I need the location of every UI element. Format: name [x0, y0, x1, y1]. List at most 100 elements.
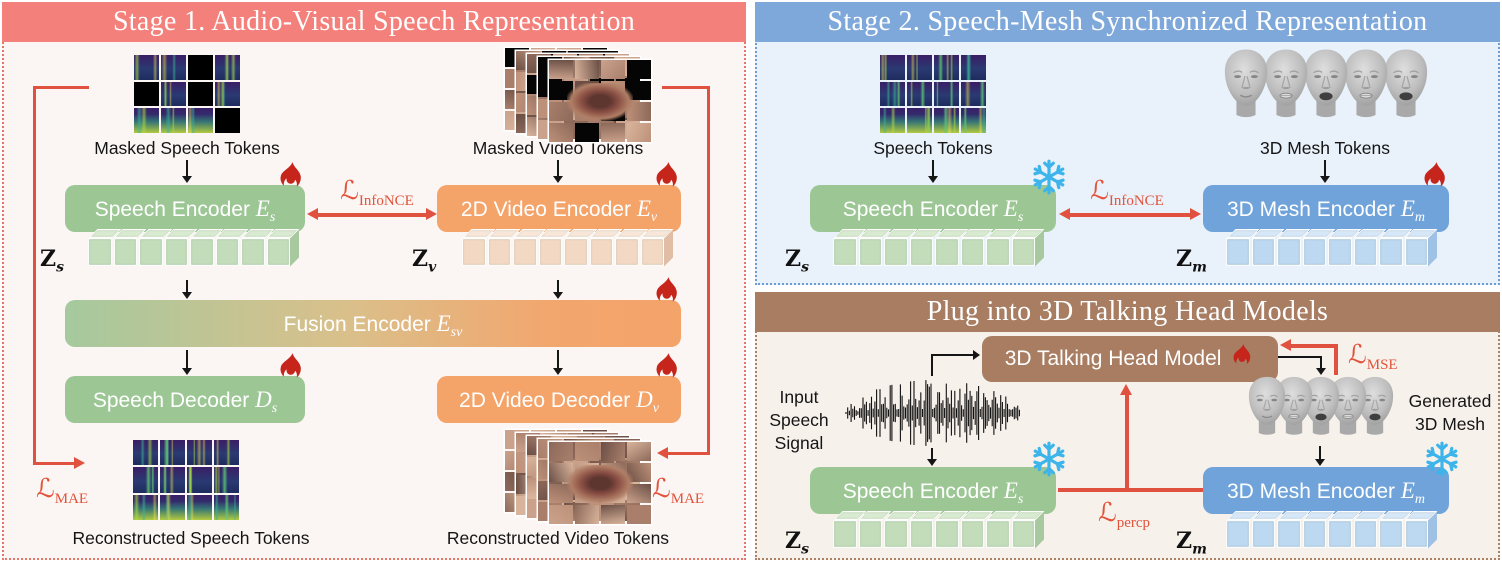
token-cube: [190, 238, 214, 266]
talking-head-model-box: 3D Talking Head Model: [982, 336, 1278, 382]
arrow-wave-to-speech-encoder: [926, 448, 939, 466]
talking-head-model-label: 3D Talking Head Model: [1004, 347, 1222, 370]
mse-elbow-h: [1288, 344, 1338, 348]
math-var: D: [255, 387, 272, 412]
z-glyph: Z: [40, 246, 57, 272]
spectrogram-cell: [934, 108, 959, 133]
token-cube: [960, 520, 984, 548]
z-s-tokens-stage2: [833, 229, 1035, 266]
input-speech-signal-label: Input Speech Signal: [757, 386, 841, 455]
mae-left-arrow-line: [33, 462, 75, 465]
script-l: ℒ: [340, 176, 359, 206]
video-patch: [627, 102, 651, 121]
reconstructed-speech-tokens-image: [133, 440, 239, 520]
loss-percp-label: ℒpercp: [1098, 498, 1150, 532]
token-cube: [1011, 520, 1035, 548]
mesh-head: [1248, 376, 1286, 435]
z-s-tokens-stage1: [88, 229, 290, 266]
script-l: ℒ: [1098, 498, 1117, 528]
spectrogram-cell: [214, 467, 239, 493]
z-sub: s: [801, 259, 809, 276]
token-cube: [487, 238, 511, 266]
waveform-svg: [845, 380, 1020, 446]
z-sub: s: [56, 259, 64, 276]
arrow-zs-to-fusion: [181, 280, 194, 299]
input-label-line: Input: [779, 387, 819, 407]
mae-right-bracket-top: [662, 86, 710, 89]
percp-line-h: [1058, 488, 1203, 492]
token-cube: [960, 238, 984, 266]
video-patch: [627, 463, 651, 482]
token-cube: [1251, 520, 1275, 548]
spectrogram-cell: [907, 108, 932, 133]
math-sub: s: [1017, 210, 1024, 226]
math-var: E: [436, 311, 451, 336]
mesh-head: [1264, 49, 1308, 118]
mse-elbow-v: [1334, 346, 1338, 375]
math-var: E: [1400, 478, 1415, 503]
token-cube: [113, 238, 137, 266]
token-cube: [1302, 238, 1326, 266]
math-sub: v: [650, 210, 658, 226]
video-patch: [575, 60, 599, 79]
token-cube: [1404, 520, 1428, 548]
mse-arrowhead: [1280, 339, 1291, 352]
fire-icon: [277, 161, 307, 197]
token-cube: [164, 238, 188, 266]
z-glyph: Z: [785, 246, 802, 272]
z-m-label-stage2: Zm: [1176, 246, 1207, 275]
fire-icon: [1231, 343, 1255, 373]
video-patch: [549, 484, 573, 503]
spectrogram-cell: [907, 55, 932, 80]
token-cube: [513, 238, 537, 266]
token-cube: [909, 520, 933, 548]
video-frame: [549, 442, 651, 524]
speech-encoder-label: Speech Encoder: [94, 198, 256, 221]
video-patch: [549, 102, 573, 121]
video-patch: [601, 484, 625, 503]
loss-infonce-label-stage1: ℒInfoNCE: [322, 176, 432, 210]
elbow-model-to-mesh-h: [1278, 356, 1322, 359]
z-glyph: Z: [1176, 528, 1193, 554]
token-cube: [1226, 238, 1250, 266]
token-cube: [589, 238, 613, 266]
token-cube: [462, 238, 486, 266]
loss-sub: MAE: [670, 491, 705, 508]
loss-infonce-label-stage2: ℒInfoNCE: [1072, 176, 1182, 210]
script-l: ℒ: [36, 474, 55, 504]
arrow-zv-to-fusion: [552, 280, 565, 299]
z-glyph: Z: [785, 528, 802, 554]
video-patch: [627, 442, 651, 461]
percp-arrowhead: [1120, 384, 1133, 395]
math-var: E: [1003, 196, 1018, 221]
math-sub: m: [1414, 492, 1426, 508]
math-var: E: [1400, 196, 1415, 221]
mesh-head: [1224, 49, 1268, 118]
arrow-mesh-tokens-to-encoder: [1319, 160, 1332, 183]
video-patch: [575, 442, 599, 461]
z-s-label-plug: Zs: [785, 528, 809, 557]
generated-label-line: Generated: [1408, 391, 1492, 411]
snowflake-icon: [1030, 158, 1068, 196]
script-l: ℒ: [1090, 176, 1109, 206]
z-sub: m: [1192, 259, 1207, 276]
z-glyph: Z: [1176, 246, 1193, 272]
spectrogram-cell: [214, 440, 239, 466]
token-cube: [1277, 520, 1301, 548]
spectrogram-cell: [161, 55, 186, 80]
token-cube: [884, 238, 908, 266]
video-encoder-box: 2D Video Encoder Ev: [437, 185, 681, 232]
input-label-line: Signal: [774, 433, 824, 453]
spectrogram-cell: [880, 81, 905, 107]
z-glyph: Z: [412, 246, 429, 272]
script-l: ℒ: [652, 474, 671, 504]
fire-icon: [653, 352, 683, 388]
speech-encoder-label: Speech Encoder: [842, 480, 1004, 503]
token-cube: [1379, 520, 1403, 548]
mesh-encoder-label: 3D Mesh Encoder: [1226, 198, 1401, 221]
arrow-fusion-to-video-decoder: [552, 350, 565, 375]
token-cube: [1251, 238, 1275, 266]
video-patch: [575, 123, 599, 142]
masked-speech-tokens-image: [134, 55, 240, 133]
snowflake-icon: [1423, 440, 1461, 478]
